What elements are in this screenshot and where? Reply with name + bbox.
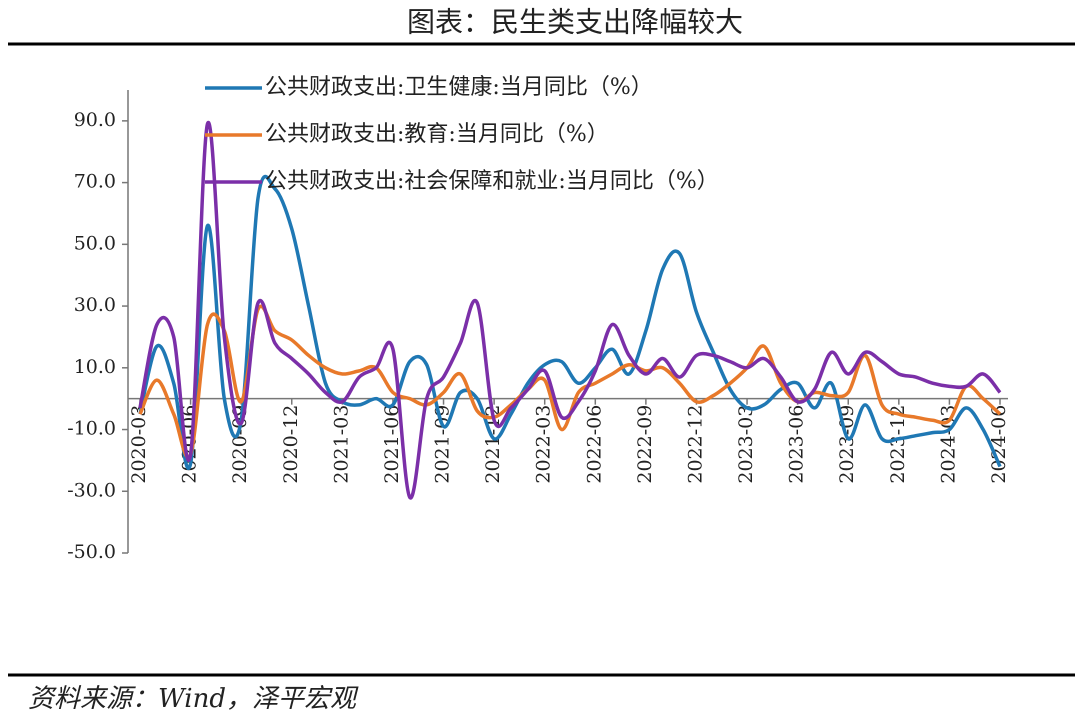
y-tick-label: 10.0 (74, 356, 116, 378)
y-tick-label: -50.0 (67, 541, 116, 563)
x-tick-label: 2023-06 (786, 405, 808, 484)
x-tick-label: 2022-12 (684, 405, 706, 484)
series-line (138, 174, 1002, 470)
y-tick-label: -30.0 (67, 479, 116, 501)
legend-label: 公共财政支出:教育:当月同比（%） (265, 122, 609, 147)
x-tick-label: 2021-03 (330, 405, 352, 484)
x-tick-label: 2024-03 (937, 405, 959, 484)
legend-label: 公共财政支出:社会保障和就业:当月同比（%） (265, 169, 719, 194)
series-line (138, 120, 1002, 500)
y-tick-label: 90.0 (74, 109, 116, 131)
x-tick-label: 2021-06 (381, 405, 403, 484)
source-note: 资料来源：Wind，泽平宏观 (28, 684, 359, 714)
x-tick-label: 2022-09 (634, 405, 656, 484)
y-tick-label: -10.0 (67, 418, 116, 440)
series-line (138, 304, 1002, 459)
x-tick-label: 2020-12 (280, 405, 302, 484)
x-tick-label: 2023-12 (887, 405, 909, 484)
x-tick-label: 2023-03 (735, 405, 757, 484)
x-tick-label: 2020-09 (229, 405, 251, 484)
y-tick-label: 70.0 (74, 171, 116, 193)
chart-title: 图表：民生类支出降幅较大 (407, 6, 743, 39)
x-tick-label: 2020-03 (128, 405, 150, 484)
y-tick-label: 50.0 (74, 232, 116, 254)
x-tick-label: 2022-03 (533, 405, 555, 484)
y-tick-label: 30.0 (74, 294, 116, 316)
legend-label: 公共财政支出:卫生健康:当月同比（%） (265, 75, 653, 100)
x-tick-label: 2024-06 (988, 405, 1010, 484)
x-tick-label: 2022-06 (583, 405, 605, 484)
